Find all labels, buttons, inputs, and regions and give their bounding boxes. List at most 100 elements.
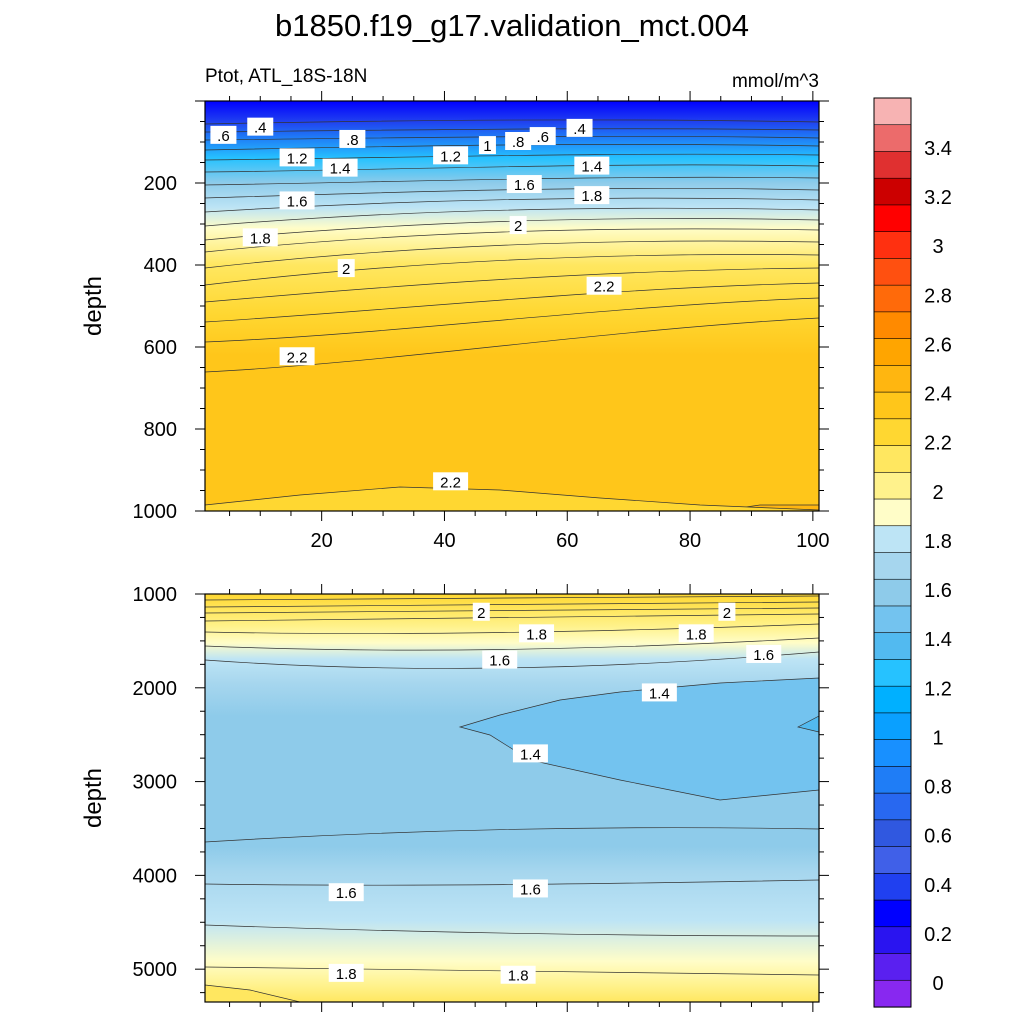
contour-label-box — [512, 879, 548, 898]
colorbar-label: 2.2 — [924, 433, 952, 455]
colorbar-label: 0.2 — [924, 924, 952, 946]
upper-x-tick-labels: 20 40 60 80 100 — [311, 530, 830, 552]
contour-label-box — [210, 125, 237, 144]
contour-label-box — [279, 191, 315, 210]
y-tick-label: 800 — [144, 419, 177, 441]
contour-label-box — [328, 883, 364, 902]
colorbar-swatch — [873, 979, 912, 1008]
y-tick-label: 1000 — [133, 584, 178, 606]
contour-label: 2.2 — [594, 279, 615, 296]
contour-label: 2 — [514, 218, 522, 235]
y-tick-label: 4000 — [133, 865, 178, 887]
colorbar-swatch — [873, 311, 912, 340]
colorbar-swatch — [873, 632, 912, 661]
upper-y-axis-label: depth — [80, 276, 107, 336]
colorbar-label: 1.4 — [924, 629, 952, 651]
contour-label-box — [433, 472, 469, 491]
contour-label: 1.4 — [330, 161, 351, 178]
colorbar-swatch — [873, 391, 912, 420]
contour-label-box — [500, 965, 536, 984]
colorbar-swatch — [873, 659, 912, 687]
colorbar-swatch — [873, 338, 912, 366]
colorbar-swatch — [873, 605, 912, 634]
x-tick-label: 40 — [433, 530, 455, 552]
colorbar-label: 3.4 — [924, 138, 952, 160]
contour-label: .4 — [573, 121, 586, 138]
x-tick-label: 60 — [556, 530, 578, 552]
contour-label: 1.6 — [520, 881, 541, 898]
contour-label-box — [472, 602, 490, 621]
colorbar-swatch — [873, 739, 912, 767]
colorbar-swatch — [873, 792, 912, 821]
colorbar-swatch — [873, 151, 912, 179]
contour-label: 1 — [483, 138, 491, 155]
colorbar-swatch — [873, 578, 912, 607]
contour-label-box — [678, 624, 714, 643]
upper-y-tick-labels: 200 400 600 800 1000 — [133, 173, 178, 523]
colorbar-swatch — [873, 766, 912, 794]
colorbar-swatch — [873, 953, 912, 981]
y-tick-label: 600 — [144, 337, 177, 359]
contour-label: 2 — [477, 605, 485, 622]
colorbar-swatch — [873, 231, 912, 260]
contour-label: 1.8 — [508, 968, 529, 985]
contour-label: 2 — [342, 261, 350, 278]
contour-label-box — [322, 158, 358, 177]
contour-label-box — [337, 259, 355, 278]
colorbar-swatch — [873, 97, 912, 126]
figure-title: b1850.f19_g17.validation_mct.004 — [275, 8, 749, 43]
contour-label-box — [339, 129, 366, 148]
contour-label-box — [718, 602, 736, 621]
x-tick-label: 20 — [311, 530, 333, 552]
contour-label: 1.6 — [287, 193, 308, 210]
lower-panel: 1000 2000 3000 4000 5000 depth 2 2 1.8 1.8 1.6 1.… — [80, 584, 829, 1012]
contour-label: 1.2 — [287, 150, 308, 167]
units-label: mmol/m^3 — [732, 71, 819, 92]
contour-label: 2 — [723, 605, 731, 622]
contour-label-box — [478, 136, 496, 155]
lower-y-axis-label: depth — [80, 768, 107, 828]
contour-label: 1.2 — [440, 148, 461, 165]
contour-label: .8 — [512, 134, 525, 151]
colorbar-swatch — [873, 873, 912, 901]
colorbar: 3.4 3.2 3 2.8 2.6 2.4 2.2 2 1.8 1.6 1.4 1.2 1 0.8 0.6 0… — [873, 97, 952, 1008]
colorbar-label: 0.4 — [924, 875, 952, 897]
colorbar-label: 3.2 — [924, 187, 952, 209]
colorbar-label: 1 — [932, 727, 943, 749]
contour-label-box — [279, 148, 315, 167]
colorbar-swatch — [873, 899, 912, 928]
contour-label: .4 — [254, 120, 267, 137]
colorbar-swatch — [873, 712, 912, 741]
upper-panel: 20 40 60 80 100 200 400 600 800 1000 depth .6 .4.… — [80, 91, 830, 552]
colorbar-swatch — [873, 926, 912, 955]
colorbar-swatch — [873, 498, 912, 527]
colorbar-label: 0.8 — [924, 777, 952, 799]
contour-label-box — [328, 963, 364, 982]
upper-tick-marks — [195, 91, 829, 521]
contour-label-box — [512, 744, 548, 763]
y-tick-label: 3000 — [133, 772, 178, 794]
lower-contour-labels: 2 2 1.8 1.8 1.6 1.6 1.4 1.4 1.6 1.6 1.8 1.8 — [328, 602, 782, 985]
upper-contour-labels: .6.4.81.21.41.21.8.6.41.41.61.81.61.8222… — [210, 117, 622, 491]
contour-label: 1.6 — [489, 653, 510, 670]
colorbar-swatch — [873, 124, 912, 153]
colorbar-swatch — [873, 258, 912, 286]
lower-tick-marks — [195, 584, 829, 1012]
upper-bottom-band — [205, 486, 819, 511]
colorbar-label: 1.6 — [924, 580, 952, 602]
colorbar-label: 1.8 — [924, 531, 952, 553]
contour-label-box — [506, 175, 542, 194]
contour-label-box — [519, 624, 555, 643]
colorbar-swatch — [873, 365, 912, 393]
contour-label: 1.6 — [514, 177, 535, 194]
colorbar-label: 2.8 — [924, 285, 952, 307]
colorbar-label: 2.4 — [924, 384, 952, 406]
upper-field — [205, 101, 819, 511]
contour-label-box — [586, 276, 622, 295]
contour-label: 2.2 — [440, 474, 461, 491]
x-tick-label: 80 — [679, 530, 701, 552]
y-tick-label: 400 — [144, 255, 177, 277]
lower-core — [458, 677, 819, 801]
colorbar-swatch — [873, 471, 912, 500]
